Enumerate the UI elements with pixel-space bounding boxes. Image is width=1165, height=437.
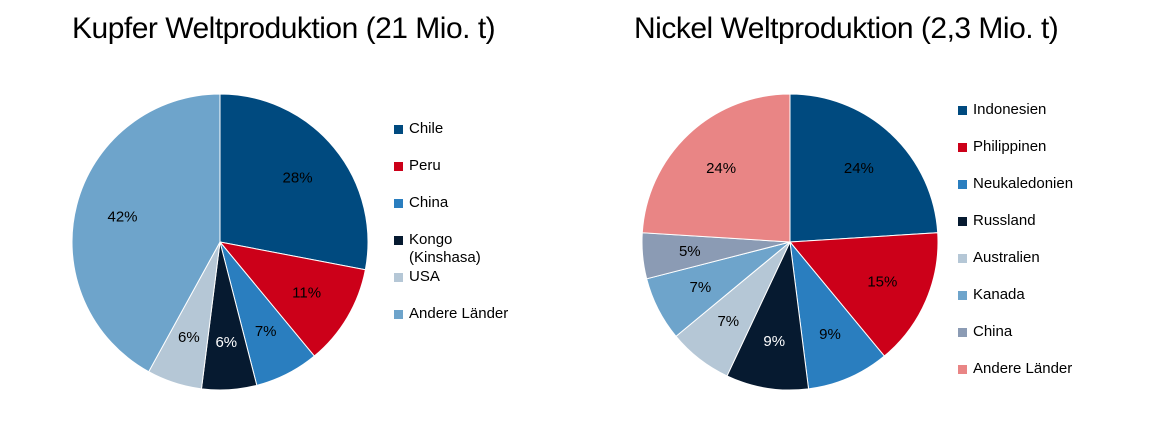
copper-pie-svg: 28% 11% 7% 6% 6% 42% — [71, 93, 369, 391]
legend-label-russland: Russland — [973, 212, 1036, 229]
legend-label-china: China — [409, 194, 449, 211]
nickel-data-label-kanada: 7% — [689, 279, 711, 296]
legend-label-kanada: Kanada — [973, 286, 1025, 303]
legend-swatch-usa — [394, 273, 403, 282]
legend-label-andere-laender-nickel: Andere Länder — [973, 360, 1073, 377]
nickel-slice-philippinen — [788, 232, 939, 357]
copper-data-label-usa: 6% — [178, 329, 200, 346]
nickel-data-label-russland: 9% — [763, 333, 785, 350]
legend-label-indonesien: Indonesien — [973, 101, 1047, 118]
legend-label-peru: Peru — [409, 157, 441, 174]
legend-swatch-peru — [394, 162, 403, 171]
legend-swatch-andere-laender-nickel — [958, 365, 967, 374]
nickel-data-label-neukaledonien: 9% — [819, 326, 841, 343]
copper-chart-title: Kupfer Weltproduktion (21 Mio. t) — [72, 12, 496, 45]
legend-label-usa: USA — [409, 268, 440, 285]
nickel-data-label-indonesien: 24% — [844, 160, 874, 177]
copper-data-label-chile: 28% — [283, 169, 313, 186]
legend-label-china-nickel: China — [973, 323, 1013, 340]
nickel-slice-indonesien — [789, 93, 939, 243]
legend-label-australien: Australien — [973, 249, 1040, 266]
legend-swatch-chile — [394, 125, 403, 134]
nickel-slice-russland — [726, 240, 810, 391]
legend-label-andere-laender: Andere Länder — [409, 305, 509, 322]
nickel-data-label-philippinen: 15% — [867, 273, 897, 290]
copper-slice-peru — [218, 241, 366, 357]
legend-swatch-philippinen — [958, 143, 967, 152]
legend-swatch-china-nickel — [958, 328, 967, 337]
legend-swatch-kanada — [958, 291, 967, 300]
copper-data-label-china: 7% — [255, 323, 277, 340]
nickel-slice-neukaledonien — [789, 240, 886, 390]
legend-swatch-russland — [958, 217, 967, 226]
legend-label-philippinen: Philippinen — [973, 138, 1047, 155]
nickel-slice-andere-laender — [641, 93, 791, 243]
copper-data-label-kongo-kinshasa: 6% — [215, 334, 237, 351]
legend-swatch-andere-laender — [394, 310, 403, 319]
copper-slice-andere-laender — [71, 93, 221, 373]
legend-swatch-china — [394, 199, 403, 208]
legend-swatch-indonesien — [958, 106, 967, 115]
copper-data-label-peru: 11% — [292, 285, 321, 302]
legend-label-neukaledonien: Neukaledonien — [973, 175, 1074, 192]
legend-label-kongo: Kongo (Kinshasa) — [409, 231, 481, 266]
legend-swatch-neukaledonien — [958, 180, 967, 189]
copper-data-label-andere-laender: 42% — [108, 208, 138, 225]
nickel-pie-svg: 24% 15% 9% 9% 7% 7% 5% 24% — [641, 93, 939, 391]
nickel-data-label-australien: 7% — [717, 313, 739, 330]
nickel-data-label-andere-laender: 24% — [706, 160, 736, 177]
legend-swatch-kongo — [394, 236, 403, 245]
legend-label-chile: Chile — [409, 120, 444, 137]
nickel-data-label-china: 5% — [679, 243, 701, 260]
legend-swatch-australien — [958, 254, 967, 263]
nickel-chart-title: Nickel Weltproduktion (2,3 Mio. t) — [634, 12, 1059, 45]
copper-slice-chile — [219, 93, 369, 271]
nickel-pie-chart: Nickel Weltproduktion (2,3 Mio. t) 24% 15… — [582, 0, 1165, 437]
copper-pie-chart: Kupfer Weltproduktion (21 Mio. t) 28% 11%… — [0, 0, 582, 437]
